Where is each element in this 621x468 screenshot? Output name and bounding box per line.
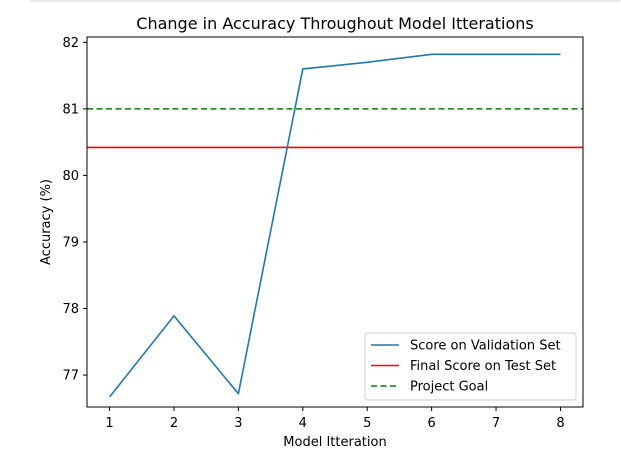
x-tick-label: 5 bbox=[363, 416, 371, 431]
x-tick-label: 3 bbox=[234, 416, 242, 431]
legend: Score on Validation Set Final Score on Te… bbox=[364, 332, 577, 401]
x-tick-label: 2 bbox=[170, 416, 178, 431]
y-tick-label: 82 bbox=[62, 36, 79, 51]
x-tick-label: 7 bbox=[492, 416, 500, 431]
y-axis-label: Accuracy (%) bbox=[39, 179, 54, 265]
x-axis-label: Model Itteration bbox=[283, 435, 386, 450]
legend-label: Score on Validation Set bbox=[410, 339, 561, 354]
x-tick-label: 1 bbox=[105, 416, 113, 431]
y-tick-label: 77 bbox=[62, 369, 79, 384]
x-tick-label: 6 bbox=[427, 416, 435, 431]
chart-title: Change in Accuracy Throughout Model Itte… bbox=[136, 14, 533, 33]
legend-label: Project Goal bbox=[410, 380, 488, 395]
x-tick-label: 8 bbox=[556, 416, 564, 431]
x-tick-label: 4 bbox=[299, 416, 307, 431]
y-tick-label: 78 bbox=[62, 302, 79, 317]
legend-box bbox=[364, 332, 577, 401]
plot-frame bbox=[86, 36, 584, 408]
y-tick-label: 80 bbox=[62, 169, 79, 184]
window-top-border bbox=[30, 0, 620, 2]
series-line-validation bbox=[108, 53, 561, 398]
legend-label: Final Score on Test Set bbox=[410, 359, 556, 374]
y-tick-label: 79 bbox=[62, 235, 79, 250]
y-tick-label: 81 bbox=[62, 102, 79, 117]
